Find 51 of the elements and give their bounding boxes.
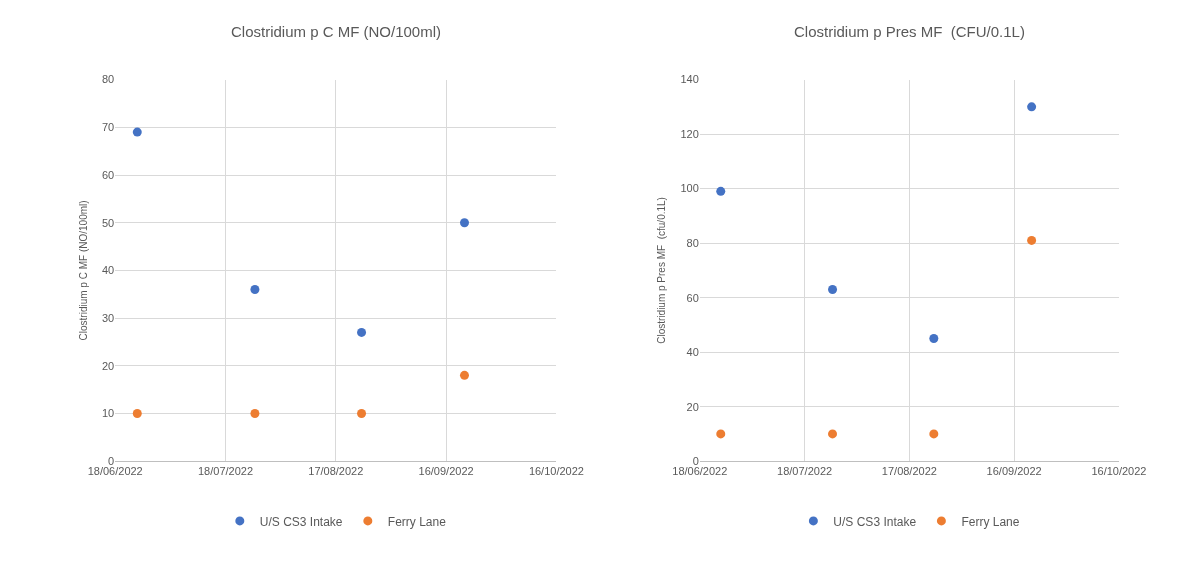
y-tick-label: 50	[101, 216, 115, 229]
y-tick-label: 30	[101, 311, 115, 324]
x-tick-label: 18/07/2022	[197, 465, 254, 478]
point	[459, 370, 469, 380]
x-tick-label: 16/10/2022	[1091, 465, 1147, 478]
point	[716, 429, 726, 439]
y-tick-label: 40	[101, 264, 115, 277]
y-tick-label: 60	[686, 291, 699, 304]
y-tick-label: 10	[101, 407, 115, 420]
x-tick-label: 18/06/2022	[87, 465, 143, 478]
chart-title: Clostridium p C MF (NO/100ml)	[231, 23, 442, 40]
x-tick-label: 16/10/2022	[528, 465, 584, 478]
y-tick-label: 80	[686, 236, 699, 249]
legend-label: U/S CS3 Intake	[259, 514, 343, 529]
y-tick-label: 120	[680, 127, 699, 140]
point	[357, 409, 367, 418]
x-tick-label: 17/08/2022	[308, 465, 364, 478]
x-tick-label: 16/09/2022	[986, 465, 1042, 478]
y-tick-label: 20	[686, 400, 699, 413]
x-tick-label: 18/06/2022	[672, 465, 728, 478]
chart-title: Clostridium p Pres MF (CFU/0.1L)	[794, 23, 1025, 40]
legend-label: U/S CS3 Intake	[833, 514, 917, 529]
point	[716, 186, 726, 196]
point	[250, 409, 260, 418]
point	[828, 429, 838, 439]
point	[929, 429, 939, 439]
legend-label: Ferry Lane	[387, 514, 447, 529]
point	[357, 327, 367, 337]
point	[1027, 102, 1037, 112]
point	[132, 409, 142, 418]
y-tick-label: 140	[680, 73, 699, 86]
point	[459, 218, 469, 228]
y-tick-label: 40	[686, 346, 699, 359]
point	[1027, 235, 1037, 245]
point	[828, 284, 838, 294]
y-tick-label: 70	[101, 121, 115, 134]
point	[250, 284, 260, 294]
y-tick-label: 80	[101, 73, 115, 86]
x-tick-label: 18/07/2022	[777, 465, 833, 478]
point	[929, 334, 939, 344]
x-tick-label: 16/09/2022	[418, 465, 474, 478]
y-tick-label: 60	[101, 168, 115, 181]
legend-label: Ferry Lane	[961, 514, 1020, 529]
y-axis-title: Clostridium p C MF (NO/100ml)	[77, 200, 89, 341]
y-tick-label: 100	[680, 182, 699, 195]
y-axis-title: Clostridium p Pres MF (cfu/0.1L)	[656, 197, 668, 344]
point	[132, 127, 142, 137]
x-tick-label: 17/08/2022	[881, 465, 937, 478]
y-tick-label: 0	[108, 455, 115, 468]
y-tick-label: 0	[692, 455, 699, 468]
y-tick-label: 20	[101, 359, 115, 372]
